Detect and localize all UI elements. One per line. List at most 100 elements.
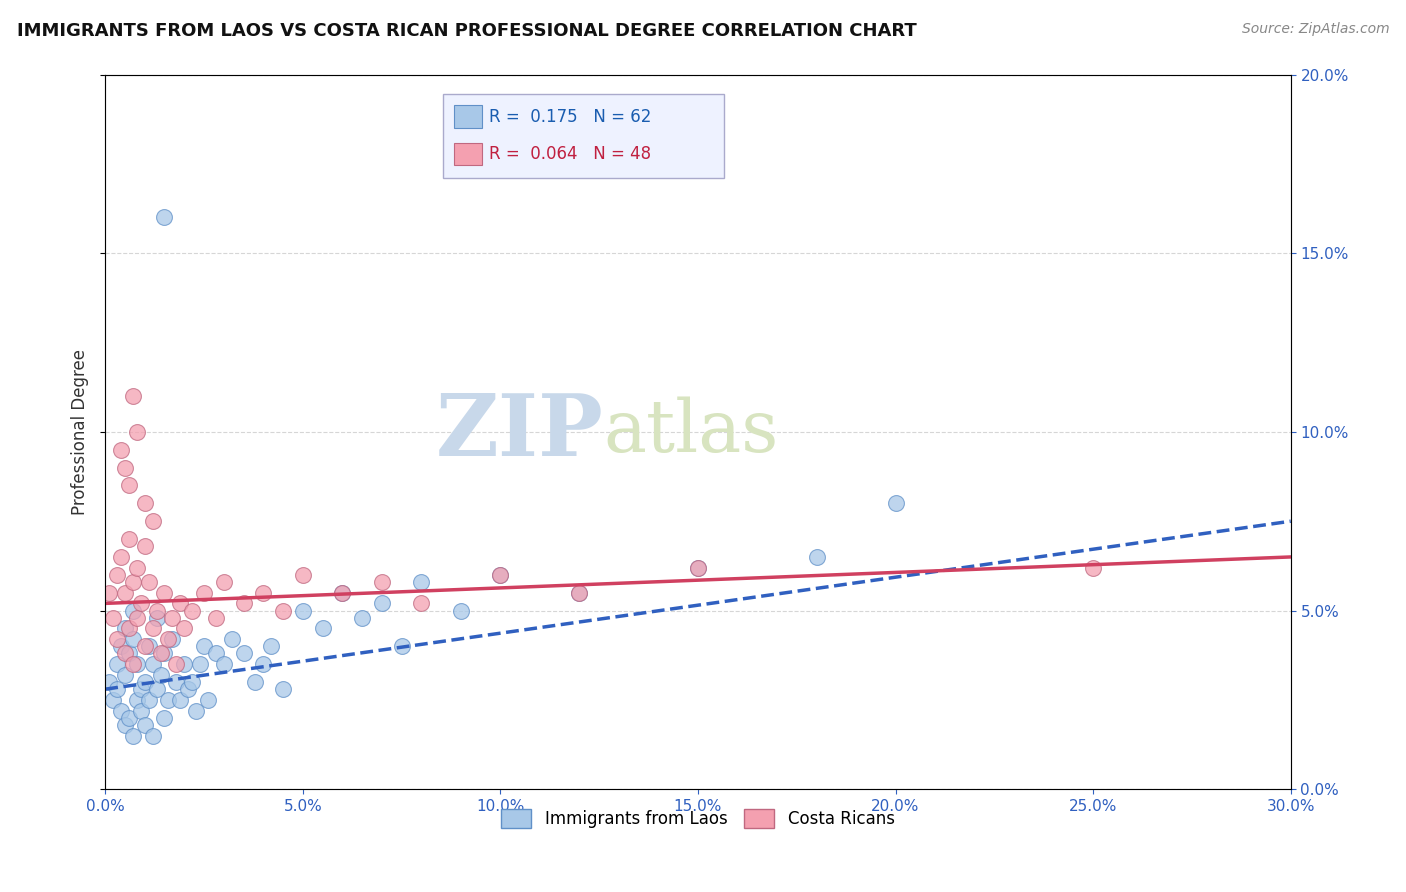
Point: [181, 675, 204, 690]
Point: [371, 596, 394, 610]
Point: [205, 647, 228, 661]
Point: [142, 729, 165, 743]
Text: R =  0.064   N = 48: R = 0.064 N = 48: [489, 145, 651, 163]
Point: [142, 657, 165, 672]
Point: [149, 647, 172, 661]
Point: [212, 574, 235, 589]
Point: [169, 693, 191, 707]
Point: [311, 621, 333, 635]
Point: [118, 621, 141, 635]
Point: [291, 567, 314, 582]
Point: [162, 610, 184, 624]
Point: [271, 682, 294, 697]
Point: [145, 610, 167, 624]
Point: [110, 442, 132, 457]
Point: [568, 585, 591, 599]
Point: [134, 675, 156, 690]
Point: [184, 704, 207, 718]
Point: [114, 585, 136, 599]
Point: [205, 610, 228, 624]
Point: [138, 693, 160, 707]
Point: [271, 603, 294, 617]
Point: [118, 711, 141, 725]
Point: [252, 657, 274, 672]
Point: [686, 560, 709, 574]
Point: [193, 585, 215, 599]
Text: R =  0.175   N = 62: R = 0.175 N = 62: [489, 108, 651, 126]
Point: [157, 693, 180, 707]
Point: [157, 632, 180, 647]
Point: [165, 675, 187, 690]
Point: [125, 610, 148, 624]
Point: [134, 718, 156, 732]
Point: [252, 585, 274, 599]
Point: [134, 640, 156, 654]
Point: [188, 657, 211, 672]
Point: [101, 693, 124, 707]
Point: [193, 640, 215, 654]
Point: [411, 574, 433, 589]
Point: [110, 704, 132, 718]
Point: [118, 532, 141, 546]
Point: [197, 693, 219, 707]
Point: [138, 640, 160, 654]
Point: [371, 574, 394, 589]
Point: [98, 675, 121, 690]
Point: [122, 632, 145, 647]
Point: [173, 657, 195, 672]
Point: [114, 668, 136, 682]
Point: [352, 610, 374, 624]
Point: [125, 560, 148, 574]
Point: [391, 640, 413, 654]
Point: [260, 640, 283, 654]
Point: [105, 567, 128, 582]
Point: [330, 585, 353, 599]
Point: [153, 211, 176, 225]
Point: [149, 668, 172, 682]
Point: [114, 718, 136, 732]
Point: [232, 647, 254, 661]
Y-axis label: Professional Degree: Professional Degree: [72, 349, 89, 515]
Point: [114, 647, 136, 661]
Point: [153, 647, 176, 661]
Point: [411, 596, 433, 610]
Point: [177, 682, 200, 697]
Point: [105, 682, 128, 697]
Point: [105, 632, 128, 647]
Point: [221, 632, 243, 647]
Text: Source: ZipAtlas.com: Source: ZipAtlas.com: [1241, 22, 1389, 37]
Point: [450, 603, 472, 617]
Point: [153, 585, 176, 599]
Point: [169, 596, 191, 610]
Point: [489, 567, 512, 582]
Point: [134, 539, 156, 553]
Point: [122, 657, 145, 672]
Point: [173, 621, 195, 635]
Point: [884, 496, 907, 510]
Point: [145, 682, 167, 697]
Point: [125, 425, 148, 439]
Point: [162, 632, 184, 647]
Point: [142, 621, 165, 635]
Point: [114, 460, 136, 475]
Point: [134, 496, 156, 510]
Point: [125, 657, 148, 672]
Point: [129, 682, 152, 697]
Point: [245, 675, 267, 690]
Point: [153, 711, 176, 725]
Legend: Immigrants from Laos, Costa Ricans: Immigrants from Laos, Costa Ricans: [495, 802, 901, 835]
Point: [165, 657, 187, 672]
Point: [101, 610, 124, 624]
Point: [110, 549, 132, 564]
Point: [122, 574, 145, 589]
Text: atlas: atlas: [603, 397, 779, 467]
Point: [291, 603, 314, 617]
Point: [232, 596, 254, 610]
Point: [129, 704, 152, 718]
Point: [806, 549, 828, 564]
Text: IMMIGRANTS FROM LAOS VS COSTA RICAN PROFESSIONAL DEGREE CORRELATION CHART: IMMIGRANTS FROM LAOS VS COSTA RICAN PROF…: [17, 22, 917, 40]
Point: [114, 621, 136, 635]
Point: [489, 567, 512, 582]
Point: [105, 657, 128, 672]
Point: [145, 603, 167, 617]
